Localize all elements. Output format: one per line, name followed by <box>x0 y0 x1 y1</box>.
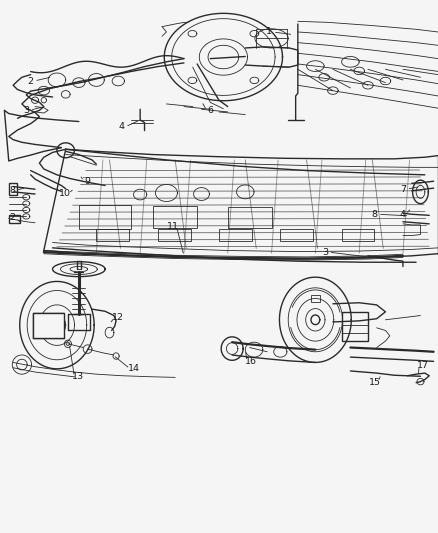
Text: 17: 17 <box>417 361 429 370</box>
Bar <box>228 207 272 228</box>
Bar <box>342 312 368 341</box>
Text: 14: 14 <box>127 365 140 373</box>
Text: 8: 8 <box>371 210 378 219</box>
Bar <box>280 229 313 241</box>
Text: 8: 8 <box>9 186 15 195</box>
Bar <box>311 295 320 302</box>
Text: 6: 6 <box>207 106 213 115</box>
Text: 7: 7 <box>400 185 406 193</box>
Bar <box>9 215 20 223</box>
Text: 11: 11 <box>167 222 179 231</box>
Bar <box>79 205 131 229</box>
Bar <box>33 313 64 338</box>
Bar <box>342 229 374 241</box>
Text: 4: 4 <box>119 123 125 131</box>
Text: 12: 12 <box>112 313 124 321</box>
Text: 1: 1 <box>266 28 272 36</box>
Text: 2: 2 <box>9 214 15 222</box>
Text: 13: 13 <box>72 373 84 381</box>
Text: 4: 4 <box>399 210 405 219</box>
Text: 2: 2 <box>28 77 34 85</box>
Bar <box>9 183 17 195</box>
Text: 9: 9 <box>85 177 91 185</box>
Bar <box>158 229 191 241</box>
Text: 16: 16 <box>244 357 257 366</box>
Text: 3: 3 <box>322 248 328 256</box>
Text: 10: 10 <box>59 189 71 198</box>
Bar <box>153 206 197 228</box>
Bar <box>96 229 129 241</box>
Text: 3: 3 <box>23 106 29 115</box>
Text: 15: 15 <box>368 378 381 386</box>
Bar <box>219 229 252 241</box>
